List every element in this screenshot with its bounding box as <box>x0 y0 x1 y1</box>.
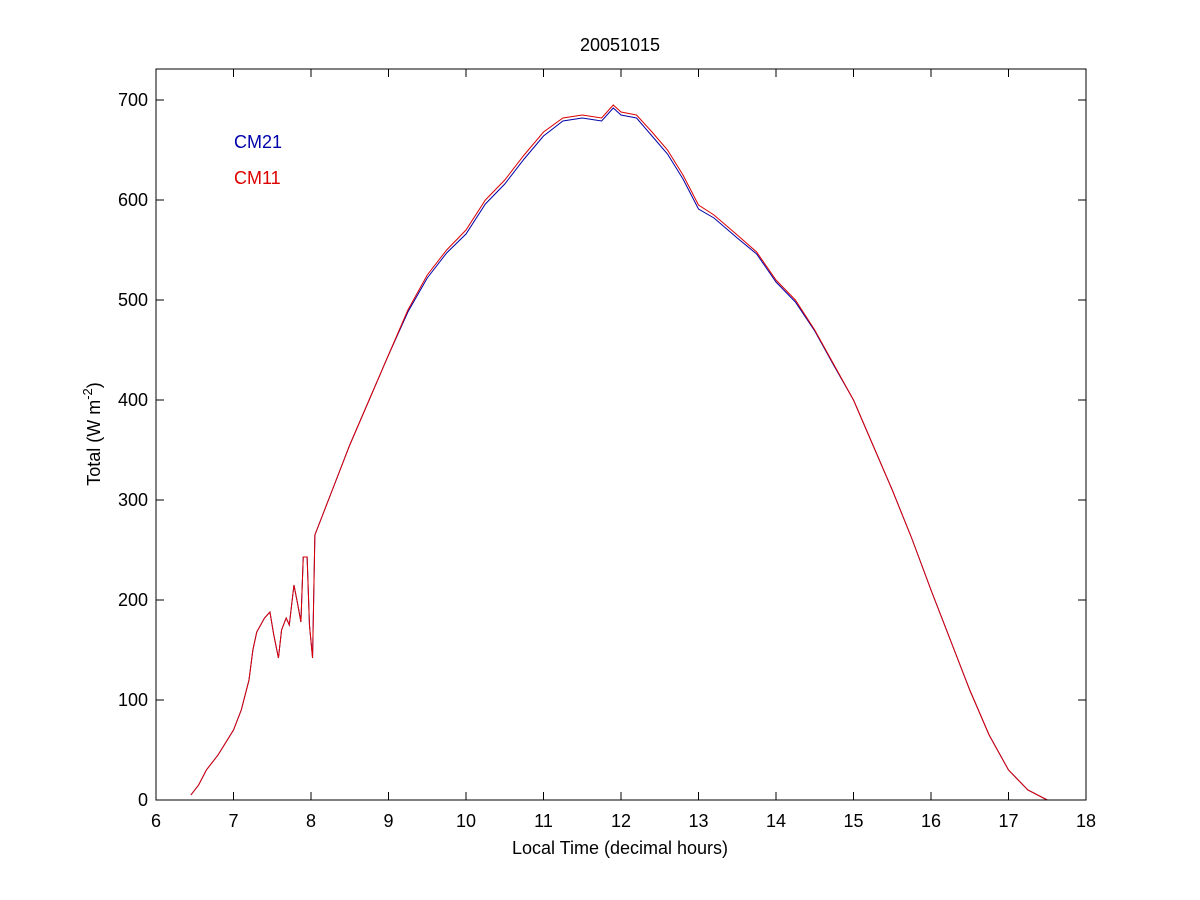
y-tick-label: 0 <box>138 790 148 810</box>
x-tick-label: 15 <box>843 811 863 831</box>
y-axis-label-exponent: -2 <box>80 388 95 400</box>
y-tick-label: 100 <box>118 690 148 710</box>
x-tick-label: 11 <box>534 811 553 831</box>
x-tick-label: 16 <box>921 811 941 831</box>
chart-title: 20051015 <box>580 35 660 55</box>
x-tick-label: 18 <box>1076 811 1096 831</box>
data-line <box>190 104 1048 801</box>
y-tick-label: 700 <box>118 90 148 110</box>
x-tick-label: 8 <box>306 811 316 831</box>
y-tick-label: 400 <box>118 390 148 410</box>
y-tick-label: 300 <box>118 490 148 510</box>
x-tick-label: 17 <box>998 811 1018 831</box>
y-axis-label: Total (W m-2) <box>80 382 104 486</box>
y-tick-label: 500 <box>118 290 148 310</box>
x-tick-label: 9 <box>383 811 393 831</box>
legend-entry: CM11 <box>234 168 281 188</box>
x-tick-label: 10 <box>456 811 476 831</box>
x-tick-label: 13 <box>688 811 708 831</box>
y-tick-label: 200 <box>118 590 148 610</box>
y-axis-label-end: ) <box>84 382 104 388</box>
plot-frame <box>155 68 1087 801</box>
y-axis-label-main: Total (W m <box>84 400 104 486</box>
x-tick-label: 7 <box>228 811 238 831</box>
x-tick-label: 6 <box>151 811 161 831</box>
x-axis-label: Local Time (decimal hours) <box>512 838 728 858</box>
y-tick-label: 600 <box>118 190 148 210</box>
x-tick-label: 14 <box>766 811 786 831</box>
x-tick-label: 12 <box>611 811 631 831</box>
legend-entry: CM21 <box>234 132 282 152</box>
